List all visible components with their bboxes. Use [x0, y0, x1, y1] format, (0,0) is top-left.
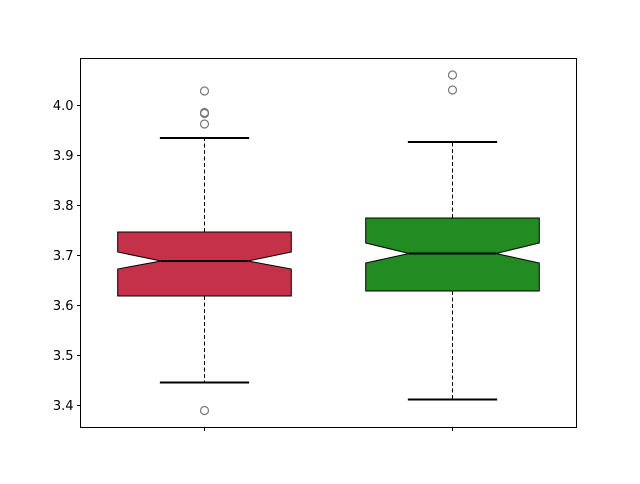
outlier-point — [199, 119, 210, 129]
outlier-point — [447, 70, 458, 80]
y-tick-label: 3.5 — [53, 349, 74, 364]
y-tick-label: 3.9 — [53, 149, 74, 164]
y-tick-label: 3.4 — [53, 399, 74, 414]
y-tick-label: 3.7 — [53, 249, 74, 264]
y-tick-label: 4.0 — [53, 99, 74, 114]
y-tick-label: 3.6 — [53, 299, 74, 314]
outlier-point — [199, 405, 210, 416]
outlier-point — [199, 108, 210, 119]
box-group — [117, 86, 292, 416]
outlier-point — [199, 86, 210, 96]
box-group — [365, 70, 540, 401]
y-tick-label: 3.8 — [53, 199, 74, 214]
notched-box — [117, 231, 292, 297]
outlier-point — [447, 85, 458, 95]
